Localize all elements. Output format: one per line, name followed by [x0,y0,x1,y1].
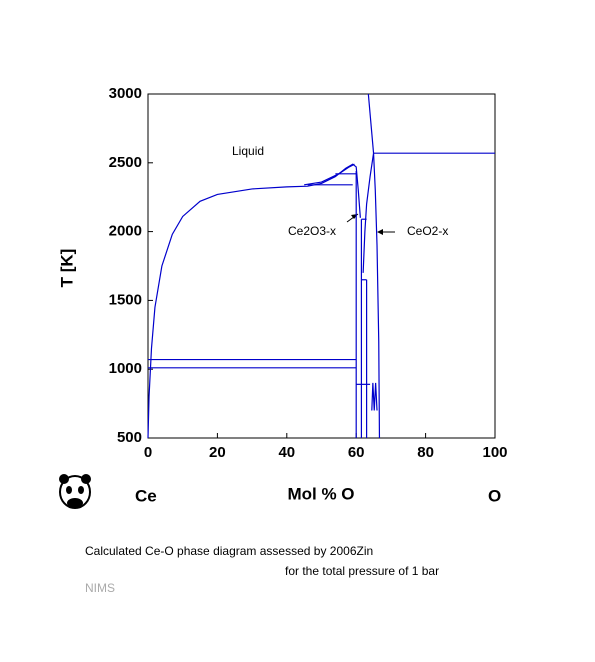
phase-boundary [371,382,378,411]
left-element: Ce [135,486,157,505]
y-tick-label: 1000 [109,360,142,377]
caption-line: Calculated Ce-O phase diagram assessed b… [85,544,373,558]
x-tick-label: 20 [209,444,226,461]
phase-boundary [362,153,375,273]
credit: NIMS [85,581,115,595]
y-tick-label: 500 [117,429,142,446]
caption-line: for the total pressure of 1 bar [285,564,439,578]
x-tick-label: 60 [348,444,365,461]
phase-boundary [367,93,375,154]
phase-boundary [372,153,381,439]
annotation: Liquid [232,144,264,158]
x-tick-label: 0 [144,444,152,461]
annotation: Ce2O3-x [288,224,336,238]
x-axis-label: Mol % O [287,484,354,503]
phase-boundary [147,163,361,439]
y-tick-label: 3000 [109,85,142,102]
annotation: CeO2-x [407,224,448,238]
right-element: O [488,486,501,505]
y-tick-label: 2000 [109,223,142,240]
plot-frame [147,93,496,439]
x-tick-label: 80 [417,444,434,461]
panda-icon [59,474,91,509]
x-tick-label: 100 [482,444,507,461]
y-axis-label: T [K] [57,249,76,288]
annotation-arrowhead [377,229,383,235]
y-tick-label: 2500 [109,154,142,171]
y-tick-label: 1500 [109,291,142,308]
x-tick-label: 40 [278,444,295,461]
